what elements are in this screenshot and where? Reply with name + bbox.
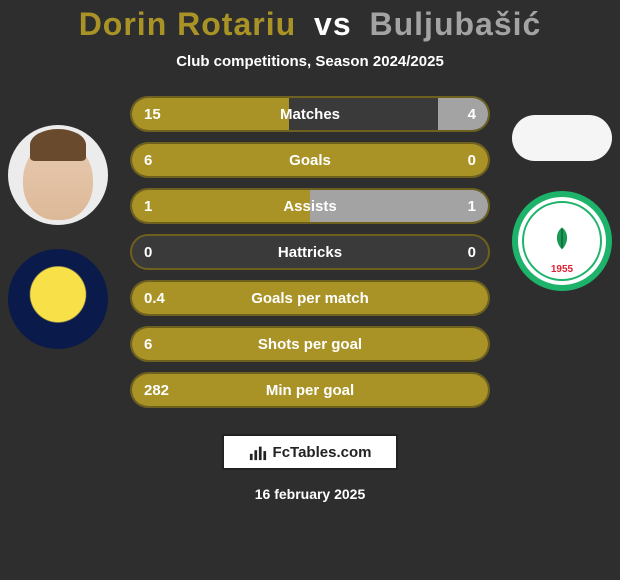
stat-value-right: 0 — [468, 244, 476, 261]
stat-value-right: 4 — [468, 106, 476, 123]
stat-list: 15 Matches 4 6 Goals 0 1 Assists 1 0 Hattricks 0 0.4… — [130, 96, 490, 408]
club-year: 1955 — [551, 264, 573, 275]
bars-icon — [249, 443, 267, 461]
stat-value-left: 6 — [144, 152, 152, 169]
stat-row: 6 Goals 0 — [130, 142, 490, 178]
stat-value-left: 282 — [144, 382, 169, 399]
player2-avatar-placeholder — [512, 115, 612, 161]
comparison-title: Dorin Rotariu vs Buljubašić — [79, 6, 542, 43]
stat-label: Goals — [289, 152, 331, 169]
leaf-icon — [545, 224, 579, 258]
stat-label: Hattricks — [278, 244, 342, 261]
fill-right — [310, 190, 488, 222]
face-icon — [23, 140, 93, 220]
stat-label: Assists — [283, 198, 336, 215]
stat-row: 6 Shots per goal — [130, 326, 490, 362]
fill-right — [438, 98, 488, 130]
stat-label: Goals per match — [251, 290, 369, 307]
stat-label: Matches — [280, 106, 340, 123]
stat-row: 1 Assists 1 — [130, 188, 490, 224]
stat-row: 0.4 Goals per match — [130, 280, 490, 316]
stat-value-left: 1 — [144, 198, 152, 215]
player2-club-badge: 1955 — [512, 191, 612, 291]
stat-row: 282 Min per goal — [130, 372, 490, 408]
stat-value-left: 0 — [144, 244, 152, 261]
vs-text: vs — [314, 6, 352, 42]
stat-value-right: 1 — [468, 198, 476, 215]
footer-date: 16 february 2025 — [255, 486, 366, 502]
season-subtitle: Club competitions, Season 2024/2025 — [176, 53, 444, 70]
stat-value-right: 0 — [468, 152, 476, 169]
site-logo: FcTables.com — [222, 434, 398, 470]
stat-value-left: 6 — [144, 336, 152, 353]
player1-name: Dorin Rotariu — [79, 6, 296, 42]
stat-row: 0 Hattricks 0 — [130, 234, 490, 270]
site-label: FcTables.com — [273, 444, 372, 461]
player1-avatar — [8, 125, 108, 225]
stat-label: Shots per goal — [258, 336, 362, 353]
left-avatars — [8, 125, 108, 349]
stat-label: Min per goal — [266, 382, 354, 399]
stat-value-left: 15 — [144, 106, 161, 123]
stat-row: 15 Matches 4 — [130, 96, 490, 132]
player2-name: Buljubašić — [370, 6, 542, 42]
player1-club-badge — [8, 249, 108, 349]
stat-value-left: 0.4 — [144, 290, 165, 307]
right-avatars: 1955 — [512, 115, 612, 291]
